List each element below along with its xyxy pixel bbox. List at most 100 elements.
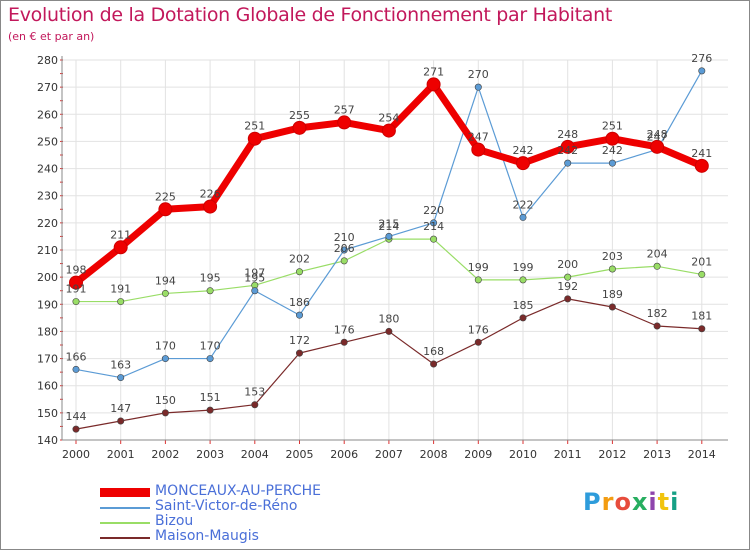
- series-point: [608, 159, 616, 167]
- data-label: 220: [423, 204, 444, 217]
- logo-letter: i: [670, 488, 680, 516]
- data-label: 255: [289, 109, 310, 122]
- series-point: [161, 409, 169, 417]
- legend-label: MONCEAUX-AU-PERCHE: [155, 483, 321, 499]
- series-point: [430, 219, 438, 227]
- series-point: [519, 276, 527, 284]
- series-point: [203, 199, 218, 214]
- data-label: 166: [66, 350, 87, 363]
- series-point: [206, 355, 214, 363]
- series-point: [69, 275, 83, 290]
- series-point: [516, 156, 530, 171]
- data-label: 204: [647, 247, 668, 260]
- series-point: [564, 295, 572, 303]
- series-point: [430, 235, 438, 243]
- data-label: 257: [334, 103, 355, 116]
- data-label: 242: [602, 144, 623, 157]
- series-point: [385, 232, 393, 240]
- data-label: 194: [155, 274, 176, 287]
- data-label: 153: [244, 386, 265, 399]
- data-label: 197: [244, 266, 265, 279]
- series-point: [608, 303, 616, 311]
- legend-item: Saint-Victor-de-Réno: [100, 498, 420, 515]
- data-label: 271: [423, 65, 444, 78]
- data-label: 251: [244, 120, 265, 133]
- series-point: [158, 202, 173, 217]
- series-point: [117, 374, 125, 382]
- chart-subtitle: (en € et par an): [8, 30, 95, 43]
- series-point: [694, 158, 709, 173]
- data-label: 195: [244, 272, 265, 285]
- series-point: [385, 327, 393, 335]
- x-tick-label: 2006: [330, 448, 358, 461]
- data-label: 150: [155, 394, 176, 407]
- data-label: 176: [334, 323, 355, 336]
- series-point: [113, 240, 128, 255]
- x-tick-label: 2008: [420, 448, 448, 461]
- series-point: [292, 120, 307, 135]
- series-point: [653, 322, 661, 330]
- series-point: [608, 265, 616, 273]
- data-label: 195: [200, 272, 221, 285]
- data-label: 191: [110, 283, 131, 296]
- y-tick-label: 140: [37, 434, 58, 447]
- series-point: [340, 338, 348, 346]
- y-tick-label: 280: [37, 54, 58, 67]
- legend-item: Bizou: [100, 513, 420, 530]
- data-label: 198: [66, 264, 87, 277]
- logo-letter: r: [601, 488, 615, 516]
- series-point: [471, 142, 486, 157]
- logo-letter: x: [631, 488, 649, 516]
- data-label: 202: [289, 253, 310, 266]
- logo-letter: o: [614, 488, 632, 516]
- data-label: 241: [691, 147, 712, 160]
- series-point: [117, 417, 125, 425]
- series-point: [72, 365, 80, 373]
- data-label: 172: [289, 334, 310, 347]
- y-tick-label: 200: [37, 271, 58, 284]
- data-label: 214: [378, 220, 399, 233]
- data-label: 181: [691, 310, 712, 323]
- x-tick-label: 2010: [509, 448, 537, 461]
- y-tick-label: 170: [37, 353, 58, 366]
- logo-letter: P: [583, 488, 602, 516]
- y-tick-label: 210: [37, 244, 58, 257]
- data-label: 226: [200, 188, 221, 201]
- data-label: 144: [66, 410, 87, 423]
- data-label: 251: [602, 120, 623, 133]
- data-label: 215: [378, 217, 399, 230]
- x-tick-label: 2001: [107, 448, 135, 461]
- series-point: [251, 401, 259, 409]
- data-label: 242: [557, 144, 578, 157]
- x-tick-label: 2014: [688, 448, 716, 461]
- chart-title: Evolution de la Dotation Globale de Fonc…: [8, 4, 613, 26]
- data-label: 200: [557, 258, 578, 271]
- data-label: 192: [557, 280, 578, 293]
- y-tick-label: 180: [37, 325, 58, 338]
- data-label: 185: [513, 299, 534, 312]
- series-point: [247, 131, 262, 146]
- x-tick-label: 2007: [375, 448, 403, 461]
- series-point: [295, 311, 303, 319]
- x-tick-label: 2013: [643, 448, 671, 461]
- series-point: [295, 349, 303, 357]
- x-tick-label: 2000: [62, 448, 90, 461]
- series-point: [560, 139, 575, 154]
- series-point: [381, 123, 396, 138]
- series-point: [605, 131, 620, 146]
- y-tick-label: 250: [37, 135, 58, 148]
- data-label: 186: [289, 296, 310, 309]
- x-tick-label: 2002: [151, 448, 179, 461]
- legend-swatch: [100, 537, 150, 539]
- data-label: 163: [110, 359, 131, 372]
- logo-letter: i: [648, 488, 658, 516]
- series-point: [295, 268, 303, 276]
- y-tick-label: 260: [37, 108, 58, 121]
- series-point: [206, 406, 214, 414]
- series-point: [337, 115, 352, 130]
- y-tick-label: 160: [37, 380, 58, 393]
- series-point: [653, 262, 661, 270]
- x-tick-label: 2009: [464, 448, 492, 461]
- x-tick-label: 2011: [554, 448, 582, 461]
